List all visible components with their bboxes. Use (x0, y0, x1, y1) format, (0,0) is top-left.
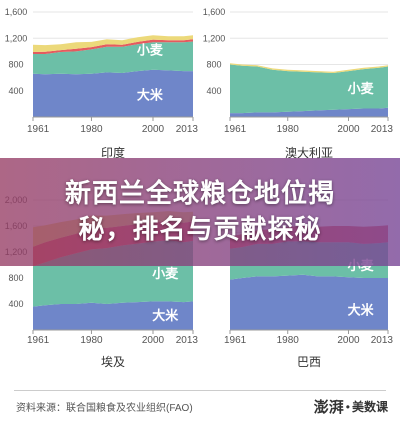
brand-name: 美数课 (351, 400, 388, 414)
y-tick-label: 400 (8, 299, 23, 309)
x-tick-label: 2013 (371, 335, 394, 346)
chart-title: 澳大利亚 (285, 146, 333, 160)
series-label: 大米 (152, 308, 179, 324)
area-series-3-0 (230, 274, 388, 330)
x-tick-label: 2000 (142, 335, 165, 346)
chart-title: 巴西 (297, 355, 321, 369)
area-series-1-2 (230, 63, 388, 73)
brand-logo: 澎湃 (313, 398, 344, 416)
area-series-0-1 (33, 41, 193, 75)
area-series-0-3 (33, 35, 193, 52)
area-series-1-0 (230, 107, 388, 117)
x-tick-label: 2013 (176, 124, 199, 135)
y-tick-label: 800 (8, 60, 23, 70)
x-tick-label: 2000 (142, 124, 165, 135)
series-label: 大米 (348, 303, 375, 319)
overlay-title-line1: 新西兰全球粮仓地位揭 (64, 179, 335, 209)
x-tick-label: 2000 (337, 124, 360, 135)
y-tick-label: 1,200 (5, 33, 28, 43)
source-note: 资料来源：联合国粮食及农业组织(FAO) (16, 403, 193, 414)
y-tick-label: 800 (8, 273, 23, 283)
x-tick-label: 1980 (277, 124, 300, 135)
footer-divider (14, 390, 386, 391)
x-tick-label: 1961 (27, 335, 50, 346)
area-series-0-0 (33, 69, 193, 117)
area-series-2-0 (33, 301, 193, 330)
series-label: 大米 (137, 88, 164, 104)
series-label: 小麦 (348, 81, 375, 97)
y-tick-label: 800 (206, 60, 221, 70)
y-tick-label: 400 (206, 86, 221, 96)
x-tick-label: 1980 (277, 335, 300, 346)
y-tick-label: 400 (8, 86, 23, 96)
area-series-1-1 (230, 64, 388, 114)
x-tick-label: 1961 (224, 335, 247, 346)
x-tick-label: 1980 (80, 335, 103, 346)
x-tick-label: 2013 (176, 335, 199, 346)
series-label: 小麦 (137, 42, 164, 58)
brand: 澎湃 • 美数课 (314, 396, 388, 417)
x-tick-label: 1980 (80, 124, 103, 135)
x-tick-label: 1961 (27, 124, 50, 135)
y-tick-label: 1,200 (203, 33, 226, 43)
area-series-0-2 (33, 39, 193, 54)
x-tick-label: 1961 (224, 124, 247, 135)
title-overlay: 新西兰全球粮仓地位揭 秘，排名与贡献探秘 (0, 158, 400, 266)
chart-title: 埃及 (101, 355, 125, 369)
brand-separator: • (345, 399, 350, 414)
x-tick-label: 2013 (371, 124, 394, 135)
y-tick-label: 1,600 (5, 7, 28, 17)
overlay-title-line2: 秘，排名与贡献探秘 (78, 215, 322, 245)
series-label: 小麦 (152, 266, 179, 282)
x-tick-label: 2000 (337, 335, 360, 346)
y-tick-label: 1,600 (203, 7, 226, 17)
chart-title: 印度 (101, 145, 125, 160)
